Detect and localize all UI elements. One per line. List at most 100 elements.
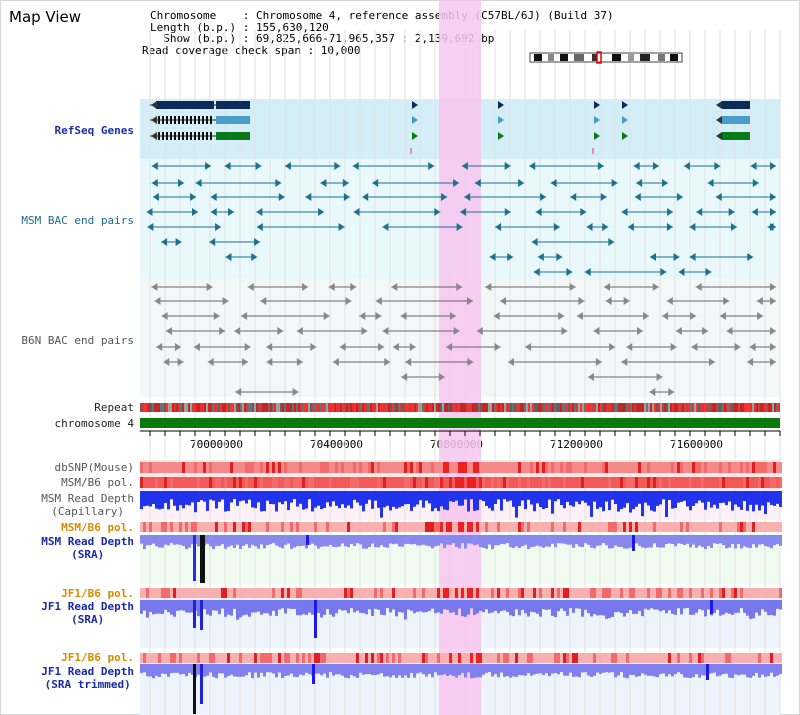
repeat-segment <box>436 403 438 412</box>
depth-bar <box>500 535 503 544</box>
pol-heat-cell <box>695 588 698 598</box>
repeat-segment <box>542 403 544 412</box>
depth-bar <box>518 535 521 549</box>
refseq-gene-features[interactable] <box>150 101 750 154</box>
gene-exon <box>174 132 176 140</box>
track-label-repeat[interactable]: Repeat <box>94 401 134 414</box>
track-label-dbsnp[interactable]: dbSNP(Mouse) <box>54 461 134 474</box>
track-label-chromosome[interactable]: chromosome 4 <box>54 417 134 430</box>
pol-heat-cell <box>740 588 743 598</box>
chromosome-ideogram[interactable] <box>529 51 683 64</box>
pol-heat-cell <box>317 522 320 532</box>
pol-heat-cell <box>647 477 650 488</box>
depth-bar <box>635 491 638 507</box>
pol-heat-cell <box>197 522 200 532</box>
repeat-segment <box>778 403 780 412</box>
track-label-jf1-b6-pol-2[interactable]: JF1/B6 pol. <box>61 651 134 664</box>
depth-bar <box>449 664 452 675</box>
read-depth-tracks[interactable] <box>140 491 782 714</box>
pol-heat-cell <box>686 588 689 598</box>
depth-bar <box>170 491 173 500</box>
pol-heat-cell <box>776 462 779 473</box>
pol-heat-cell <box>443 588 446 598</box>
depth-bar <box>755 535 758 548</box>
pol-heat-cell <box>716 462 719 473</box>
depth-bar <box>281 600 284 609</box>
depth-bar <box>221 535 224 545</box>
pol-heat-cell <box>656 653 659 663</box>
b6n-bac-pairs[interactable] <box>151 283 776 396</box>
repeat-track[interactable] <box>140 403 780 412</box>
depth-bar <box>713 664 716 673</box>
pol-heat-cell <box>251 477 254 488</box>
bac-end-marker <box>652 162 659 170</box>
depth-bar <box>206 535 209 544</box>
depth-bar <box>275 664 278 678</box>
bac-end-marker <box>667 208 674 216</box>
pol-heat-cell <box>392 653 395 663</box>
pol-heat-cell <box>482 477 485 488</box>
track-label-refseq-genes[interactable]: RefSeq Genes <box>54 124 134 137</box>
repeat-segment <box>260 403 262 412</box>
track-label-jf1-read-depth-sra[interactable]: JF1 Read Depth (SRA) <box>41 600 134 626</box>
track-label-jf1-read-depth-trimmed[interactable]: JF1 Read Depth (SRA trimmed) <box>41 665 134 691</box>
depth-bar <box>398 600 401 612</box>
repeat-segment <box>462 403 464 412</box>
repeat-segment <box>430 403 432 412</box>
pol-heat-cell <box>773 462 776 473</box>
track-label-msm-read-depth-sra[interactable]: MSM Read Depth (SRA) <box>41 535 134 561</box>
bac-end-marker <box>584 268 591 276</box>
repeat-segment <box>272 403 274 412</box>
depth-bar <box>296 664 299 677</box>
depth-bar <box>665 535 668 544</box>
depth-bar <box>593 600 596 615</box>
bac-end-marker <box>434 208 441 216</box>
polymorphism-heat-tracks[interactable] <box>140 462 782 663</box>
pol-heat-cell <box>473 653 476 663</box>
pol-heat-cell <box>170 477 173 488</box>
depth-bar <box>701 535 704 547</box>
track-label-msm-b6-pol-1[interactable]: MSM/B6 pol. <box>61 476 134 489</box>
pol-heat-cell <box>293 477 296 488</box>
depth-bar <box>563 664 566 676</box>
depth-bar <box>632 600 635 614</box>
pol-heat-cell <box>494 653 497 663</box>
bac-end-marker <box>683 162 690 170</box>
gene-exon <box>190 116 192 124</box>
bac-end-marker <box>586 223 593 231</box>
track-label-msm-b6-pol-2[interactable]: MSM/B6 pol. <box>61 521 134 534</box>
repeat-segment <box>250 403 252 412</box>
repeat-segment <box>720 403 722 412</box>
pol-heat-cell <box>755 588 758 598</box>
repeat-segment <box>262 403 264 412</box>
chromosome-bar[interactable] <box>140 418 780 428</box>
repeat-segment <box>210 403 212 412</box>
depth-bar <box>251 535 254 545</box>
depth-bar <box>146 491 149 506</box>
depth-bar <box>752 535 755 545</box>
pol-heat-cell <box>524 653 527 663</box>
depth-bar <box>503 535 506 545</box>
pol-heat-cell <box>254 477 257 488</box>
pol-heat-cell <box>233 588 236 598</box>
track-label-b6n-bac[interactable]: B6N BAC end pairs <box>21 334 134 347</box>
track-label-msm-bac[interactable]: MSM BAC end pairs <box>21 214 134 227</box>
pol-heat-cell <box>734 522 737 532</box>
track-label-msm-read-depth-capillary[interactable]: MSM Read Depth (Capillary) <box>41 492 134 518</box>
track-label-jf1-b6-pol-1[interactable]: JF1/B6 pol. <box>61 587 134 600</box>
depth-bar <box>647 535 650 548</box>
bac-end-marker <box>756 297 763 305</box>
depth-bar <box>725 491 728 506</box>
depth-bar <box>227 600 230 615</box>
depth-bar <box>764 491 767 515</box>
repeat-segment <box>632 403 634 412</box>
depth-bar <box>356 664 359 678</box>
pol-heat-cell <box>326 522 329 532</box>
pol-heat-cell <box>626 653 629 663</box>
msm-bac-pairs[interactable] <box>146 162 776 276</box>
pol-heat-cell <box>536 462 539 473</box>
depth-bar <box>749 491 752 505</box>
pol-heat-cell <box>383 522 386 532</box>
repeat-segment <box>492 403 494 412</box>
